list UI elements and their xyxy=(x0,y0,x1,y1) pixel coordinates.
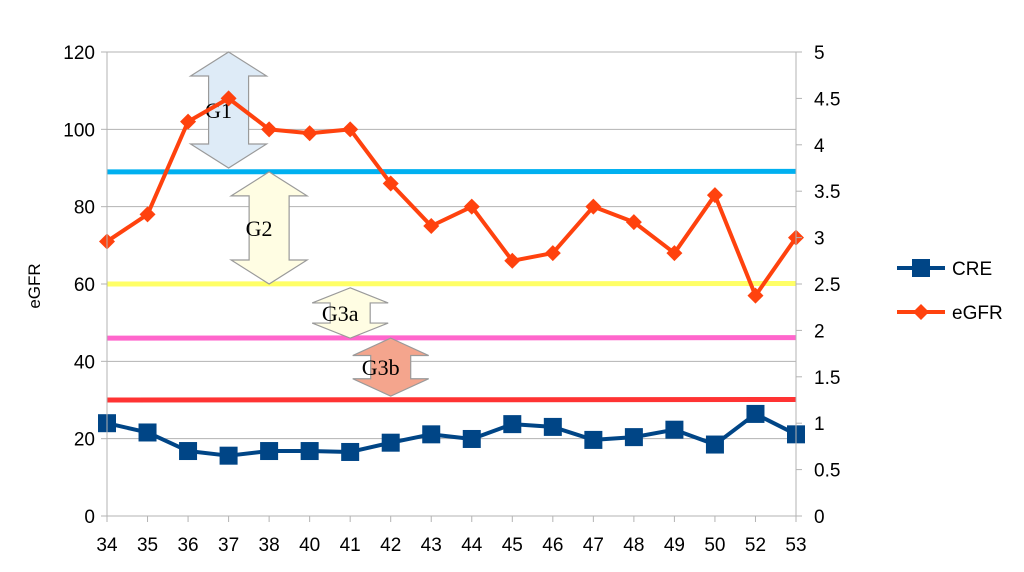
y-left-tick-label: 20 xyxy=(74,430,95,451)
data-point-cre xyxy=(543,417,562,436)
x-tick-label: 48 xyxy=(623,535,644,556)
data-point-egfr xyxy=(180,113,197,130)
y-right-tick-label: 2.5 xyxy=(814,275,840,296)
legend-label-cre: CRE xyxy=(952,259,992,280)
series-line-cre xyxy=(106,411,797,458)
x-tick-label: 40 xyxy=(299,535,320,556)
threshold-lines xyxy=(106,168,797,403)
x-tick-label: 45 xyxy=(502,535,523,556)
data-point-cre xyxy=(260,442,279,461)
x-tick-label: 34 xyxy=(96,535,118,556)
x-tick-label: 46 xyxy=(542,535,563,556)
x-tick-label: 44 xyxy=(461,535,483,556)
threshold-line xyxy=(106,281,797,287)
data-point-egfr xyxy=(220,90,237,107)
stage-arrow xyxy=(352,337,429,397)
data-point-cre xyxy=(746,404,765,423)
data-point-cre xyxy=(381,433,400,452)
y-axis-title: eGFR xyxy=(25,263,44,308)
data-point-egfr xyxy=(382,175,399,192)
legend-label-egfr: eGFR xyxy=(952,303,1003,324)
data-point-egfr xyxy=(544,245,561,262)
y-right-tick-label: 1 xyxy=(814,414,825,435)
data-point-cre xyxy=(584,430,603,449)
data-point-cre xyxy=(665,420,684,439)
x-tick-label: 36 xyxy=(177,535,198,556)
data-point-egfr xyxy=(666,245,683,262)
data-point-cre xyxy=(462,429,481,448)
data-point-cre xyxy=(503,415,522,434)
threshold-line xyxy=(106,397,797,403)
data-point-cre xyxy=(138,423,157,442)
stage-arrow xyxy=(229,171,310,285)
data-point-egfr xyxy=(301,125,318,142)
x-tick-label: 38 xyxy=(259,535,280,556)
series-layer xyxy=(98,90,805,465)
data-point-cre xyxy=(219,446,238,465)
y-right-tick-label: 4.5 xyxy=(814,89,840,110)
y-right-tick-label: 1.5 xyxy=(814,368,840,389)
stage-arrow-label: G3a xyxy=(322,301,359,326)
y-right-tick-label: 5 xyxy=(814,43,825,64)
y-left-tick-label: 100 xyxy=(63,120,95,141)
data-point-egfr xyxy=(423,218,440,234)
data-point-egfr xyxy=(625,214,642,231)
y-right-tick-label: 3 xyxy=(814,229,825,250)
x-tick-label: 41 xyxy=(340,535,361,556)
x-tick-label: 42 xyxy=(380,535,401,556)
y-left-tick-label: 0 xyxy=(84,507,95,528)
data-point-cre xyxy=(300,442,319,461)
y-left-tick-label: 40 xyxy=(74,352,95,373)
data-point-egfr xyxy=(463,198,480,215)
y-right-tick-label: 0 xyxy=(814,507,825,528)
legend: CRE eGFR xyxy=(897,259,1003,324)
x-tick-label: 49 xyxy=(664,535,685,556)
data-point-cre xyxy=(705,435,724,454)
x-tick-label: 53 xyxy=(785,535,806,556)
y-left-tick-label: 80 xyxy=(74,198,95,219)
x-tick-label: 52 xyxy=(745,535,766,556)
threshold-line xyxy=(106,168,797,175)
legend-marker-cre xyxy=(912,259,930,277)
stage-arrow xyxy=(188,51,269,169)
stage-arrow xyxy=(311,287,389,339)
data-point-cre xyxy=(179,442,198,461)
stage-arrow-label: G2 xyxy=(246,216,273,241)
data-point-egfr xyxy=(585,198,602,215)
x-tick-label: 47 xyxy=(583,535,604,556)
y-left-tick-label: 60 xyxy=(74,275,95,296)
x-tick-label: 35 xyxy=(137,535,158,556)
legend-marker-egfr xyxy=(913,304,929,320)
data-point-egfr xyxy=(139,206,156,223)
stage-arrow-label: G3b xyxy=(362,355,400,380)
data-point-cre xyxy=(422,425,441,444)
y-right-tick-label: 0.5 xyxy=(814,461,840,482)
x-tick-label: 43 xyxy=(421,535,442,556)
data-point-egfr xyxy=(342,121,359,138)
y-right-tick-label: 2 xyxy=(814,321,825,342)
y-left-tick-label: 120 xyxy=(63,43,95,64)
data-point-egfr xyxy=(261,121,278,138)
series-line-egfr xyxy=(105,96,798,298)
data-point-egfr xyxy=(504,252,521,269)
data-point-cre xyxy=(341,442,360,461)
data-point-cre xyxy=(624,428,643,447)
threshold-line xyxy=(106,335,797,341)
data-point-egfr xyxy=(747,287,764,304)
y-right-tick-label: 3.5 xyxy=(814,182,840,203)
x-tick-label: 50 xyxy=(704,535,725,556)
x-tick-label: 37 xyxy=(218,535,239,556)
data-point-egfr xyxy=(706,187,723,204)
y-right-tick-label: 4 xyxy=(814,136,825,157)
